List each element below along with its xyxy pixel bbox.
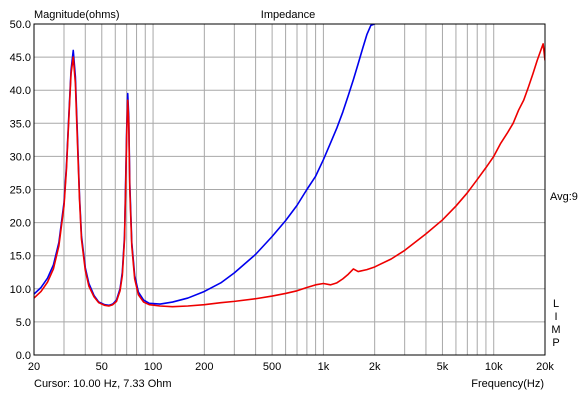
plot-frame bbox=[33, 23, 546, 356]
x-tick-label: 200 bbox=[195, 361, 213, 373]
x-tick-label: 50 bbox=[96, 361, 108, 373]
y-tick-label: 15.0 bbox=[10, 251, 31, 263]
limp-letter-i: I bbox=[554, 311, 558, 323]
y-axis-title: Magnitude(ohms) bbox=[34, 9, 120, 21]
y-tick-label: 5.0 bbox=[16, 317, 31, 329]
y-tick-label: 30.0 bbox=[10, 151, 31, 163]
chart-title: Impedance bbox=[261, 9, 315, 21]
y-tick-label: 20.0 bbox=[10, 218, 31, 230]
y-tick-label: 25.0 bbox=[10, 185, 31, 197]
limp-letter-p: P bbox=[552, 337, 560, 349]
x-tick-label: 10k bbox=[485, 361, 503, 373]
y-tick-label: 10.0 bbox=[10, 284, 31, 296]
x-tick-label: 20k bbox=[536, 361, 554, 373]
x-tick-labels: 20 50 100 200 500 1k 2k 5k 10k 20k bbox=[28, 361, 554, 373]
limp-letter-m: M bbox=[551, 324, 561, 336]
series-line-red bbox=[34, 43, 545, 308]
y-tick-labels: 0.0 5.0 10.0 15.0 20.0 25.0 30.0 35.0 40.0 45.0 50… bbox=[10, 19, 31, 362]
y-tick-label: 0.0 bbox=[16, 350, 31, 362]
avg-button[interactable]: Avg:9 bbox=[550, 191, 578, 203]
x-tick-label: 20 bbox=[28, 361, 40, 373]
series-layer bbox=[34, 24, 545, 308]
limp-letter-l: L bbox=[552, 298, 560, 310]
y-tick-label: 40.0 bbox=[10, 85, 31, 97]
cursor-readout: Cursor: 10.00 Hz, 7.33 Ohm bbox=[34, 378, 172, 390]
x-axis-title: Frequency(Hz) bbox=[471, 378, 544, 390]
x-tick-label: 100 bbox=[144, 361, 162, 373]
grid-layer bbox=[34, 24, 545, 355]
x-tick-label: 500 bbox=[263, 361, 281, 373]
y-tick-label: 50.0 bbox=[10, 19, 31, 31]
x-tick-label: 1k bbox=[318, 361, 330, 373]
x-tick-label: 2k bbox=[369, 361, 381, 373]
y-tick-label: 45.0 bbox=[10, 52, 31, 64]
x-tick-label: 5k bbox=[437, 361, 449, 373]
y-tick-label: 35.0 bbox=[10, 118, 31, 130]
